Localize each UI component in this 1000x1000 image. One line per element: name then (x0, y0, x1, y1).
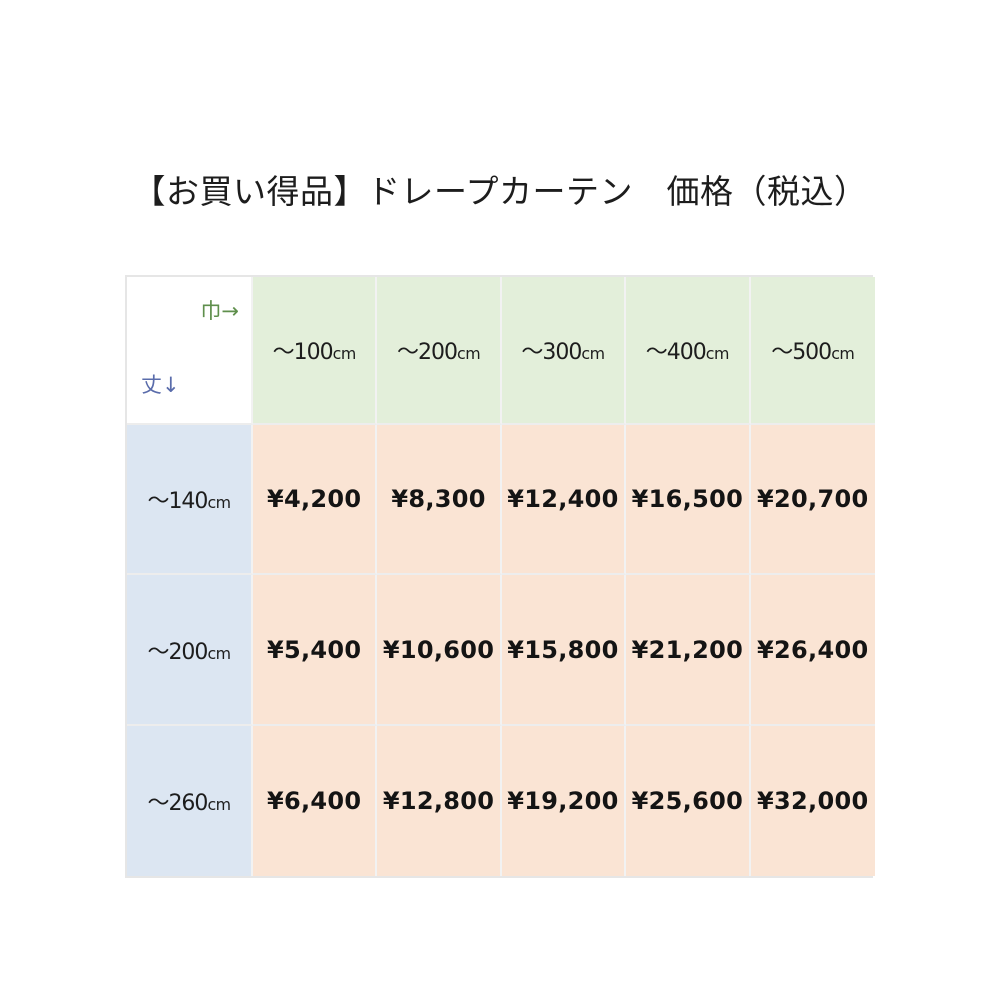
price-cell-r1c3: ¥12,400 (501, 425, 627, 576)
price-cell-r2c1: ¥5,400 (253, 575, 378, 726)
column-header-5-value: ～500 (771, 340, 832, 366)
price-cell-r1c5: ¥20,700 (750, 425, 875, 576)
price-cell-r1c2: ¥8,300 (377, 425, 502, 576)
row-header-2-unit: cm (207, 643, 231, 663)
column-header-4: ～400cm (626, 277, 751, 426)
row-header-1-unit: cm (207, 493, 231, 513)
column-header-3-value: ～300 (521, 340, 582, 366)
price-cell-r1c1: ¥4,200 (253, 425, 378, 576)
table-row: ～260cm ¥6,400 ¥12,800 ¥19,200 ¥25,600 ¥3… (127, 725, 875, 876)
column-header-3-unit: cm (581, 344, 605, 364)
price-cell-r3c1: ¥6,400 (253, 725, 378, 876)
page-title: 【お買い得品】ドレープカーテン 価格（税込） (132, 172, 868, 211)
table-corner-cell: 巾→ 丈↓ (127, 277, 253, 426)
price-cell-r3c4: ¥25,600 (626, 725, 751, 876)
price-cell-r1c4: ¥16,500 (626, 425, 751, 576)
price-cell-r2c2: ¥10,600 (377, 575, 502, 726)
price-table: 巾→ 丈↓ ～100cm ～200cm ～300cm ～400cm (127, 277, 875, 876)
column-header-2: ～200cm (377, 277, 502, 426)
column-header-2-unit: cm (457, 344, 481, 364)
column-header-5-unit: cm (831, 344, 855, 364)
price-table-container: 巾→ 丈↓ ～100cm ～200cm ～300cm ～400cm (125, 275, 875, 878)
table-row: ～200cm ¥5,400 ¥10,600 ¥15,800 ¥21,200 ¥2… (127, 575, 875, 726)
column-header-1-value: ～100 (272, 340, 334, 366)
row-header-3-value: ～260 (147, 790, 208, 816)
row-header-2: ～200cm (127, 575, 253, 726)
column-header-1-unit: cm (332, 344, 357, 364)
column-header-4-unit: cm (705, 344, 730, 364)
column-header-2-value: ～200 (397, 340, 458, 366)
price-cell-r2c4: ¥21,200 (626, 575, 751, 726)
row-header-1-value: ～140 (147, 489, 208, 515)
column-header-4-value: ～400 (645, 340, 707, 366)
table-header-row: 巾→ 丈↓ ～100cm ～200cm ～300cm ～400cm (127, 277, 875, 426)
price-cell-r2c3: ¥15,800 (501, 575, 627, 726)
price-cell-r3c2: ¥12,800 (377, 725, 502, 876)
price-cell-r3c3: ¥19,200 (501, 725, 627, 876)
column-header-3: ～300cm (501, 277, 627, 426)
table-row: ～140cm ¥4,200 ¥8,300 ¥12,400 ¥16,500 ¥20… (127, 425, 875, 576)
width-axis-label: 巾→ (200, 299, 239, 323)
column-header-1: ～100cm (253, 277, 378, 426)
price-cell-r3c5: ¥32,000 (750, 725, 875, 876)
row-header-3-unit: cm (207, 794, 231, 814)
row-header-3: ～260cm (127, 725, 253, 876)
row-header-2-value: ～200 (147, 639, 208, 665)
row-header-1: ～140cm (127, 425, 253, 576)
height-axis-label: 丈↓ (141, 373, 180, 398)
column-header-5: ～500cm (750, 277, 875, 426)
price-cell-r2c5: ¥26,400 (750, 575, 875, 726)
